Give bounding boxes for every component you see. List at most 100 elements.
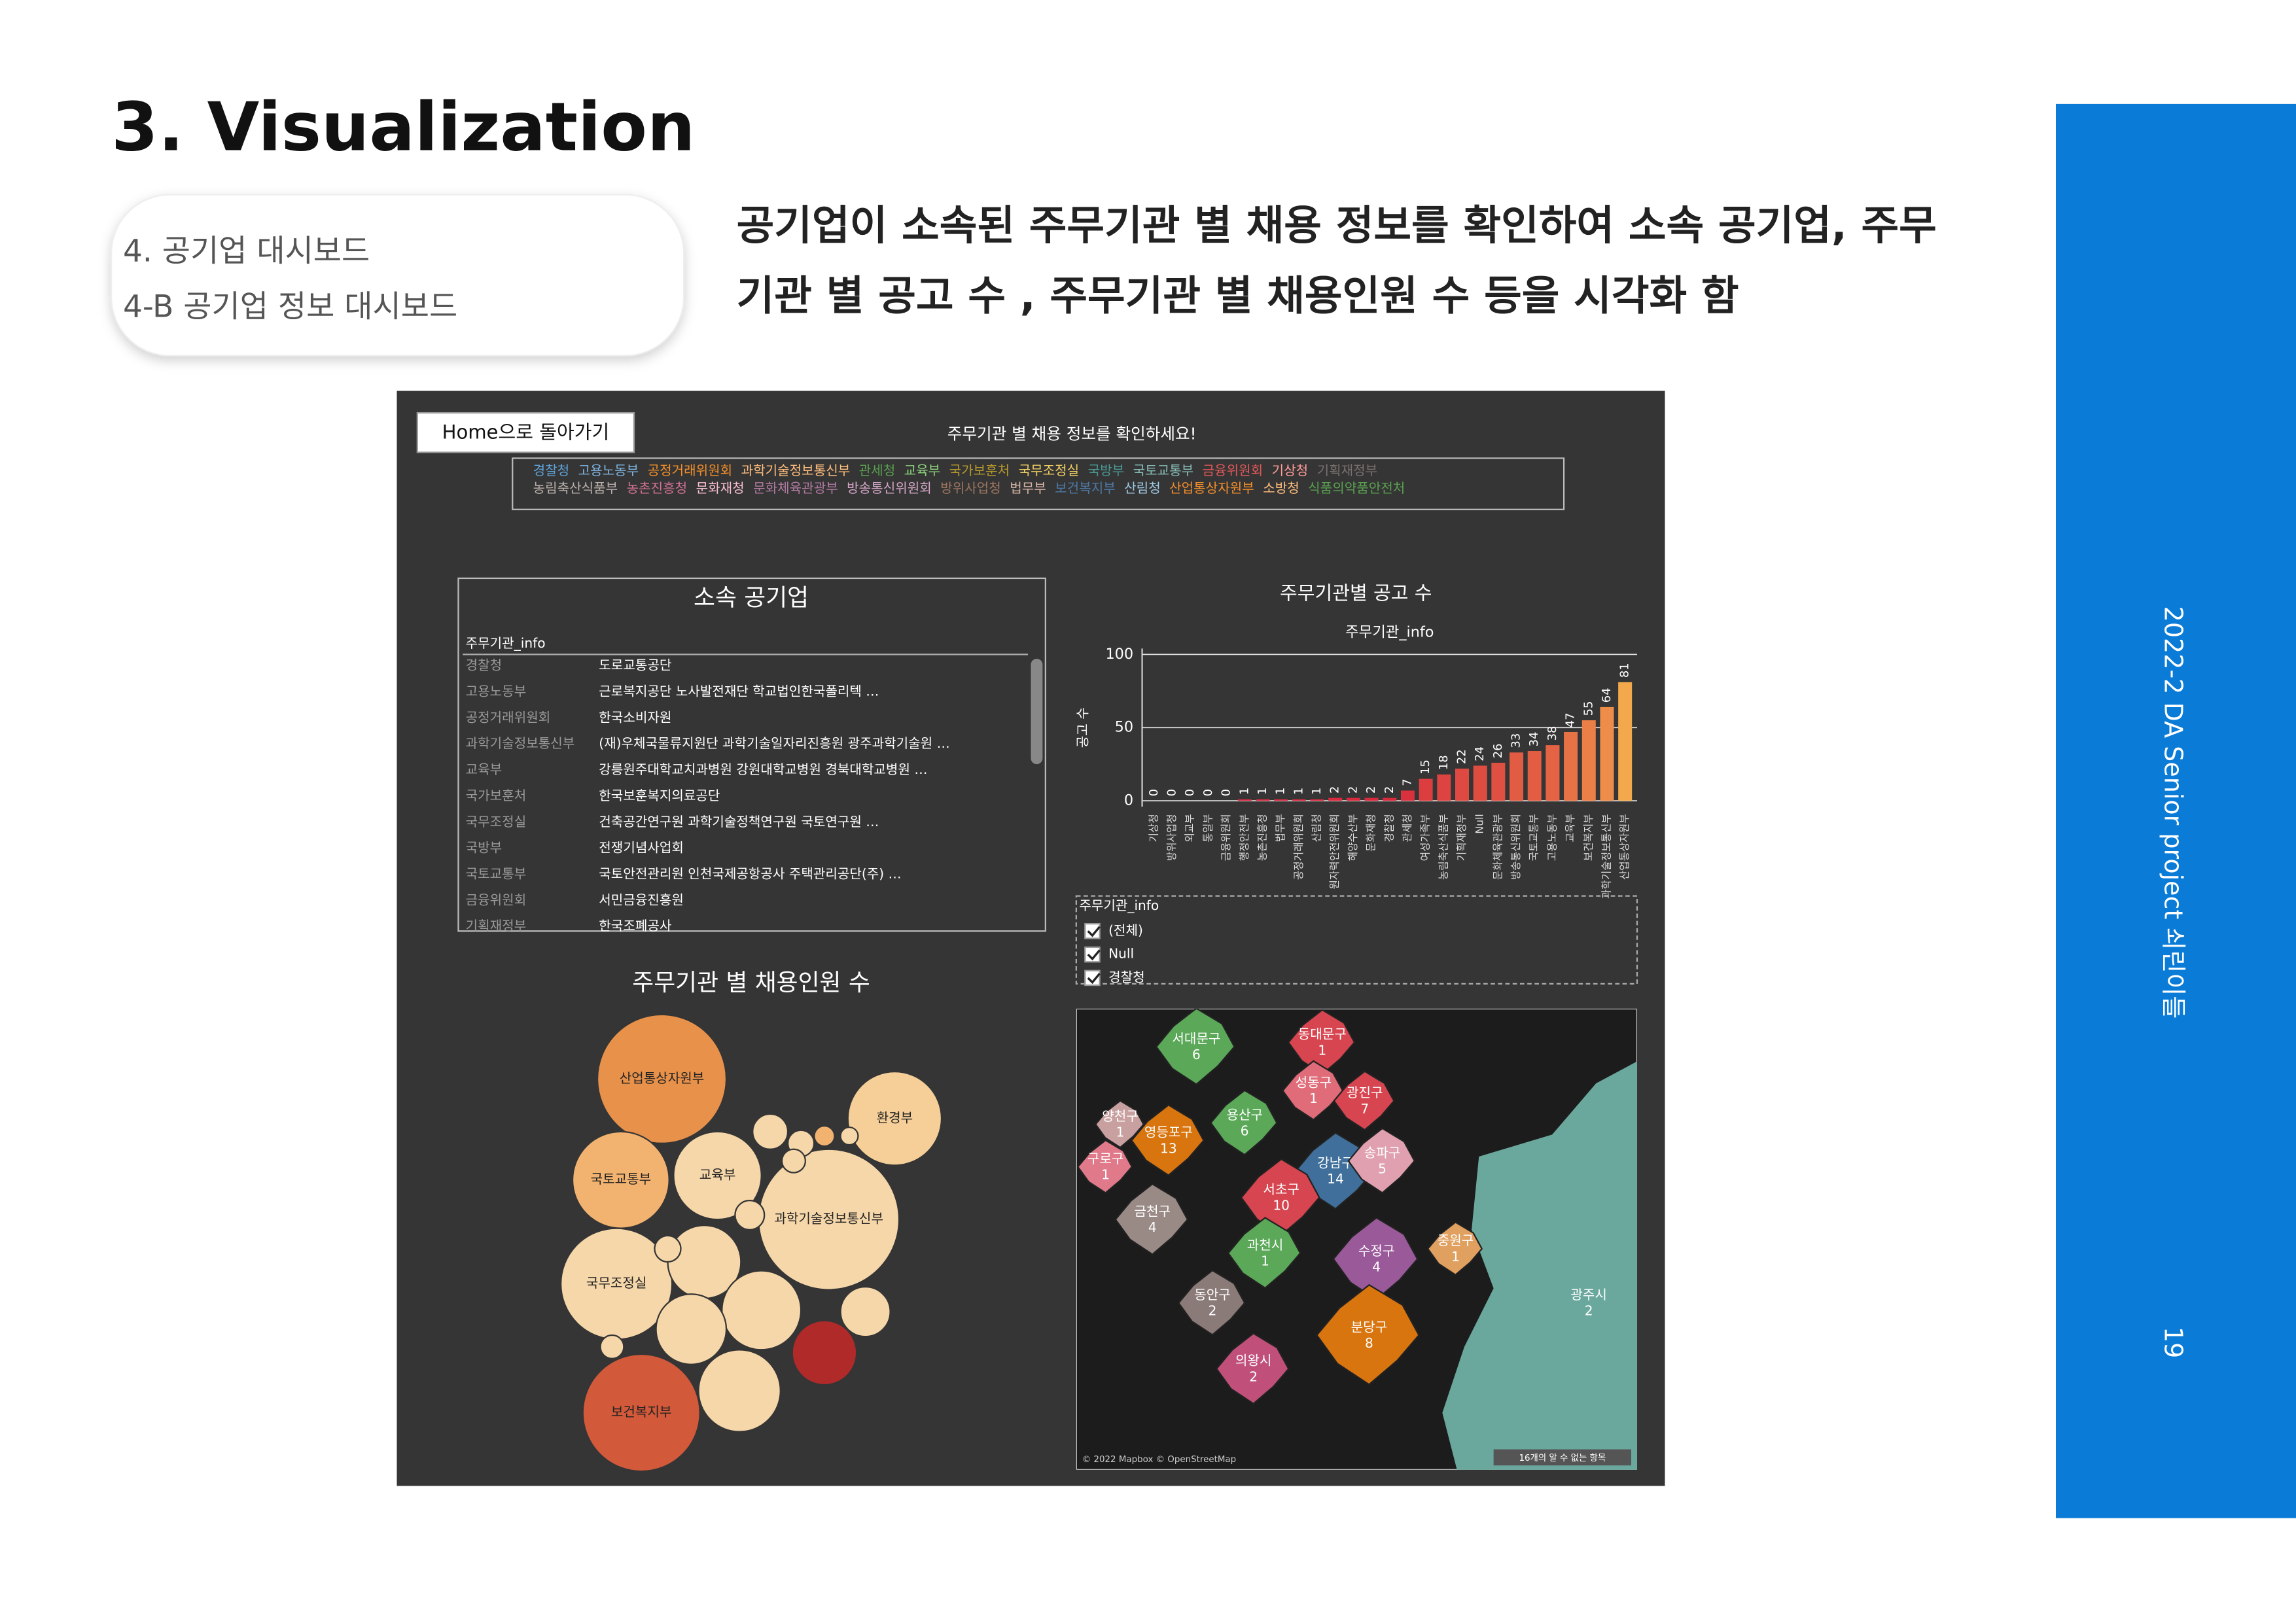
table-companies: 한국조폐공사 [599, 918, 671, 934]
bar [1274, 799, 1288, 801]
checkbox [1084, 922, 1101, 939]
legend-item: 고용노동부 [578, 462, 639, 478]
legend-item: 식품의약품안전처 [1308, 480, 1405, 496]
bar [1364, 797, 1379, 801]
home-button[interactable] [416, 411, 635, 453]
legend-item: 문화체육관광부 [753, 480, 838, 496]
table-agency: 국무조정실 [466, 814, 527, 829]
bar [1237, 799, 1252, 801]
x-tick-label: 법무부 [1274, 814, 1286, 842]
value-label: 2 [1364, 786, 1378, 794]
filter-panel [1075, 895, 1638, 985]
bar [1455, 768, 1470, 801]
description: 기관 별 공고 수 , 주무기관 별 채용인원 수 등을 시각화 함 [737, 272, 1739, 320]
region-name: 구로구 [1087, 1151, 1124, 1166]
value-label: 26 [1491, 743, 1505, 758]
legend-item: 방위사업청 [940, 480, 1001, 496]
map-region [1215, 1332, 1290, 1405]
value-label: 1 [1310, 788, 1324, 795]
region-name: 중원구 [1438, 1232, 1474, 1248]
x-tick-label: 문화체육관광부 [1491, 814, 1504, 880]
bubble [839, 1126, 859, 1146]
value-label: 1 [1292, 788, 1305, 795]
bubble [655, 1293, 728, 1365]
bubble [599, 1334, 625, 1359]
x-tick-label: 산업통상자원부 [1618, 814, 1631, 880]
bubble [673, 1130, 762, 1221]
x-tick-label: 행정안전부 [1238, 814, 1250, 861]
x-tick-label: 경찰청 [1383, 814, 1395, 842]
dashboard-header: 주무기관 별 채용 정보를 확인하세요! [947, 425, 1197, 444]
table-companies: 한국보훈복지의료공단 [599, 788, 720, 803]
bar [1328, 797, 1343, 801]
bubble [781, 1148, 806, 1174]
filter-option: (전체) [1108, 922, 1143, 938]
table-panel [457, 577, 1046, 932]
table-agency: 교육부 [466, 761, 503, 777]
map-note-box [1493, 1449, 1632, 1466]
legend-item: 농림축산식품부 [533, 480, 618, 496]
table-agency: 국가보훈처 [466, 788, 527, 803]
home-button-label[interactable]: Home으로 돌아가기 [442, 421, 610, 443]
x-tick-label: 원자력안전위원회 [1328, 814, 1341, 889]
bubble-label: 과학기술정보통신부 [774, 1211, 883, 1227]
legend-item: 기획재정부 [1317, 462, 1378, 478]
region-value: 13 [1160, 1140, 1177, 1156]
region-name: 강남구 [1317, 1155, 1354, 1171]
region-value: 1 [1309, 1091, 1318, 1106]
table-companies: 강릉원주대학교치과병원 강원대학교병원 경북대학교병원 … [599, 761, 927, 777]
bubble-label: 산업통상자원부 [620, 1070, 705, 1086]
bubble [734, 1199, 766, 1230]
legend-item: 국가보훈처 [949, 462, 1010, 478]
y-tick-label: 0 [1124, 792, 1133, 809]
value-label: 0 [1147, 789, 1161, 796]
bar [1310, 799, 1324, 801]
bar [1400, 790, 1415, 801]
legend-item: 국무조정실 [1019, 462, 1080, 478]
bubble [582, 1353, 701, 1473]
bubble [813, 1125, 836, 1147]
checkbox [1084, 969, 1101, 986]
x-tick-label: 고용노동부 [1545, 814, 1558, 861]
legend-item: 보건복지부 [1055, 480, 1116, 496]
map-region [1287, 1009, 1356, 1075]
legend-item: 금융위원회 [1203, 462, 1263, 478]
legend-item: 기상청 [1272, 462, 1309, 478]
chart-title: 주무기관별 공고 수 [1280, 582, 1432, 604]
legend-item: 법무부 [1010, 480, 1046, 496]
region-value: 6 [1241, 1123, 1249, 1138]
map-region [1177, 1269, 1246, 1336]
checkmark [1087, 973, 1101, 985]
bubble [752, 1113, 789, 1150]
map-region [1155, 1008, 1235, 1086]
bubble [698, 1349, 781, 1433]
region-name: 광진구 [1347, 1085, 1383, 1100]
map-region [1281, 1060, 1344, 1121]
y-tick-label: 50 [1115, 719, 1133, 736]
value-label: 1 [1237, 788, 1251, 795]
section-label: 4. 공기업 대시보드 [123, 234, 370, 270]
table-companies: (재)우체국물류지원단 과학기술일자리진흥원 광주과학기술원 … [599, 735, 949, 751]
scrollbar[interactable] [1031, 659, 1043, 765]
x-tick-label: 문화재청 [1365, 814, 1377, 852]
filter-option: Null [1108, 946, 1134, 962]
table-companies: 한국소비자원 [599, 709, 671, 725]
x-tick-label: 산림청 [1311, 814, 1323, 842]
region-name: 영등포구 [1144, 1125, 1193, 1140]
table-agency: 국방부 [466, 840, 503, 856]
bar [1437, 774, 1451, 801]
region-value: 2 [1585, 1303, 1593, 1319]
table-companies: 도로교통공단 [599, 657, 671, 673]
region-name: 서대문구 [1172, 1030, 1220, 1046]
map-region [1332, 1217, 1419, 1300]
table-title: 소속 공기업 [694, 584, 809, 611]
x-tick-label: Null [1474, 814, 1486, 833]
filter-title: 주무기관_info [1079, 898, 1159, 913]
region-name: 광주시 [1570, 1287, 1607, 1302]
x-tick-label: 관세청 [1401, 814, 1413, 842]
region-value: 1 [1101, 1167, 1110, 1183]
legend-item: 경찰청 [533, 462, 570, 478]
x-tick-label: 여성가족부 [1419, 814, 1432, 861]
bubble [654, 1234, 682, 1263]
region-name: 과천시 [1247, 1237, 1284, 1253]
